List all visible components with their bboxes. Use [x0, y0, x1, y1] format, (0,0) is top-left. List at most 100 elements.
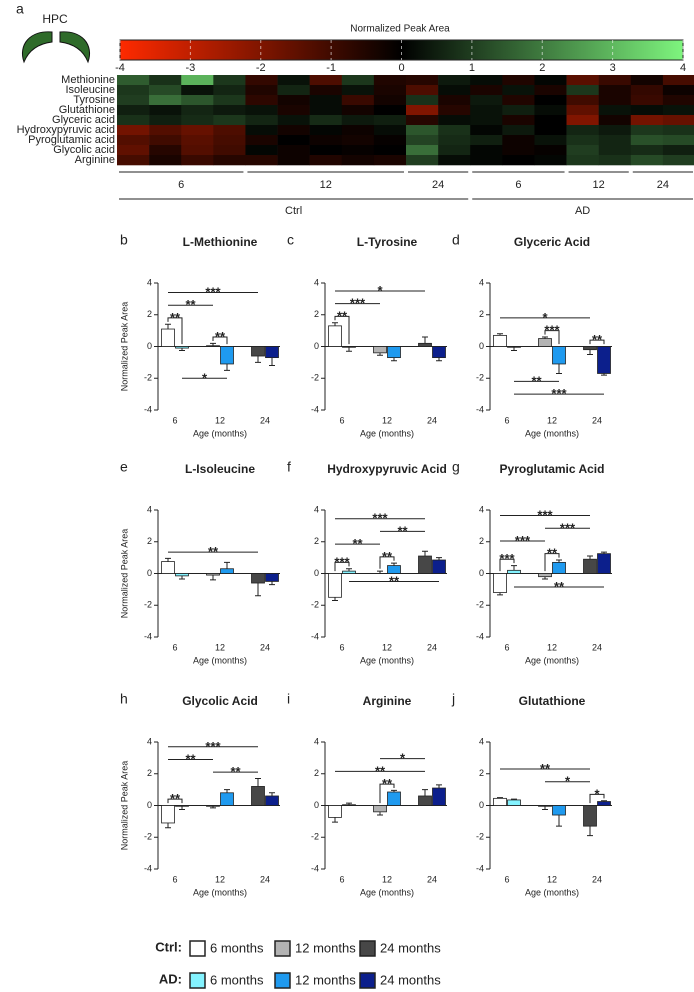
heatmap-cell — [566, 145, 599, 156]
significance-line — [589, 793, 605, 804]
bar — [432, 346, 446, 359]
x-tick-label: 24 — [427, 415, 437, 425]
panel-title: L-Methionine — [183, 235, 258, 249]
y-tick-label: -2 — [144, 600, 152, 610]
y-tick-label: -4 — [144, 631, 152, 641]
heatmap-cell — [662, 115, 694, 126]
significance-label: ** — [382, 776, 393, 791]
colorbar-tick-label: -1 — [326, 62, 336, 74]
bar — [265, 573, 279, 582]
heatmap-cell — [534, 115, 567, 126]
significance-label: * — [202, 370, 208, 385]
error-bar — [224, 363, 230, 371]
significance-label: ** — [540, 761, 551, 776]
x-tick-label: 12 — [547, 874, 557, 884]
error-bar — [332, 817, 338, 823]
error-bar — [179, 806, 185, 810]
panel-title: Pyroglutamic Acid — [500, 462, 605, 476]
heatmap-cell — [277, 95, 310, 106]
significance-line — [167, 317, 183, 345]
heatmap-cell — [502, 155, 535, 166]
group-label: 24 — [432, 179, 444, 191]
x-tick-label: 12 — [547, 415, 557, 425]
legend-swatch — [274, 940, 291, 957]
heatmap-cell — [341, 125, 375, 136]
heatmap-cell — [149, 115, 182, 126]
heatmap-cell — [566, 75, 599, 86]
significance-label: *** — [205, 739, 221, 754]
panel-title: L-Isoleucine — [185, 462, 255, 476]
y-tick-label: -4 — [476, 404, 484, 414]
bar — [418, 555, 432, 574]
bar — [161, 561, 175, 574]
legend-label: 6 months — [210, 940, 264, 955]
heatmap-cell — [470, 85, 503, 96]
significance-label: ** — [592, 332, 603, 347]
heatmap-cell — [470, 155, 503, 166]
heatmap-cell — [277, 125, 310, 136]
heatmap-cell — [149, 75, 182, 86]
significance-label: ** — [230, 764, 241, 779]
heatmap-cell — [630, 115, 664, 126]
significance-label: ** — [531, 373, 542, 388]
heatmap-cell — [117, 95, 150, 106]
heatmap-cell — [502, 125, 535, 136]
heatmap-cell — [566, 135, 599, 146]
x-tick-label: 6 — [172, 874, 177, 884]
heatmap-cell — [341, 85, 375, 96]
error-bar — [587, 826, 593, 837]
legend-label: 12 months — [295, 972, 356, 987]
bar — [387, 791, 401, 806]
error-bar — [422, 789, 428, 796]
heatmap-cell — [406, 75, 439, 86]
row-label: Hydroxypyruvic acid — [17, 124, 115, 136]
heatmap-cell — [181, 135, 214, 146]
heatmap-cell — [662, 85, 694, 96]
error-bar — [269, 357, 275, 367]
y-tick-label: -2 — [311, 832, 319, 842]
bar — [328, 805, 342, 818]
heatmap-cell — [245, 155, 278, 166]
group-label: 24 — [657, 179, 669, 191]
colorbar-tick-label: 4 — [680, 62, 686, 74]
significance-line — [589, 339, 605, 345]
y-tick-label: 0 — [147, 341, 152, 351]
x-tick-label: 24 — [592, 874, 602, 884]
bar — [175, 805, 189, 807]
row-label: Isoleucine — [65, 84, 115, 96]
panel-letter: h — [120, 691, 128, 707]
heatmap-cell — [630, 155, 664, 166]
bar — [387, 346, 401, 359]
bar — [507, 346, 521, 348]
heatmap-cell — [534, 155, 567, 166]
legend-swatch — [189, 972, 206, 989]
row-label: Glutathione — [59, 104, 115, 116]
heatmap-cell — [149, 145, 182, 156]
bar — [418, 342, 432, 347]
significance-label: ** — [389, 573, 400, 588]
heatmap-cell — [406, 135, 439, 146]
bar — [432, 559, 446, 574]
error-bar — [269, 581, 275, 586]
bar — [387, 565, 401, 574]
x-tick-label: 24 — [592, 642, 602, 652]
error-bar — [165, 557, 171, 562]
x-tick-label: 6 — [504, 874, 509, 884]
bar — [265, 795, 279, 806]
significance-label: *** — [334, 554, 350, 569]
significance-label: * — [400, 751, 406, 766]
heatmap-cell — [406, 125, 439, 136]
heatmap-cell — [502, 135, 535, 146]
x-axis-label: Age (months) — [525, 887, 579, 897]
heatmap-cell — [309, 115, 343, 126]
heatmap-cell — [534, 95, 567, 106]
heatmap-cell — [213, 125, 246, 136]
legend-swatch — [274, 972, 291, 989]
y-tick-label: 4 — [479, 504, 484, 514]
heatmap-cell — [662, 125, 694, 136]
error-bar — [179, 575, 185, 580]
x-tick-label: 6 — [339, 642, 344, 652]
heatmap-cell — [117, 125, 150, 136]
